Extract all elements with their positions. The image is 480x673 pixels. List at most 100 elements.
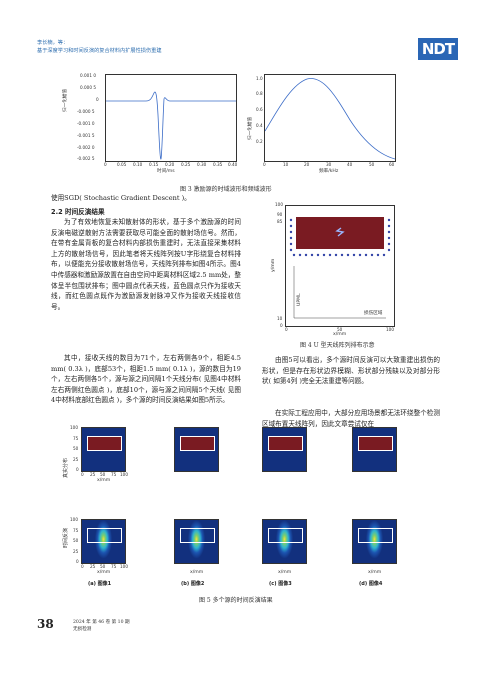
ytick: 0.001 0 (80, 73, 96, 78)
xtick: 0 (81, 564, 84, 569)
xtick: 0.20 (165, 162, 175, 167)
xtick: 100 (386, 327, 394, 332)
fig4-caption: 图 4 U 型天线阵列排布示意 (300, 342, 375, 349)
ytick: 100 (70, 425, 78, 430)
upml-label: UPML (297, 293, 302, 306)
heatmap-reversal-1 (81, 519, 126, 564)
header-title: 基于深度学习和时间反演的复合材料内扩展性损伤重建 (37, 48, 162, 54)
ytick: 25 (73, 457, 79, 462)
xtick: 40 (347, 162, 353, 167)
ytick: 0.000 5 (80, 85, 96, 90)
ytick: 100 (275, 202, 283, 207)
paragraph-engineering: 在实际工程应用中，大部分应用场景都无法环绕整个检测区域布置天线阵列，因此文章尝试… (262, 409, 440, 428)
sublabel-d: (d) 图像4 (359, 581, 383, 587)
xlabel: x/mm (190, 570, 204, 575)
xtick: 50 (100, 564, 106, 569)
xtick: 75 (111, 564, 117, 569)
xtick: 0 (285, 327, 288, 332)
xtick: 0.10 (133, 162, 143, 167)
xtick: 20 (304, 162, 310, 167)
xtick: 50 (337, 327, 343, 332)
xlabel: x/mm (97, 478, 111, 483)
legend-damage-region: 损伤区域 (364, 311, 383, 316)
paragraph-result-analysis: 由图5可以看出，多个源时间反演可以大致重建出损伤的形状，但是存在形状边界模糊、形… (262, 356, 440, 386)
ytick: 0 (76, 467, 79, 472)
ytick: 90 (277, 212, 283, 217)
xtick: 0.30 (197, 162, 207, 167)
xtick: 10 (283, 162, 289, 167)
ytick: -0.001 5 (77, 133, 95, 138)
xtick: 50 (369, 162, 375, 167)
xlabel: x/mm (278, 570, 292, 575)
xtick: 0 (81, 472, 84, 477)
time-waveform (106, 91, 236, 160)
fig4-xlabel: x/mm (333, 332, 347, 337)
ytick: 0.2 (256, 139, 263, 144)
xtick: 25 (90, 472, 96, 477)
page-number: 38 (37, 617, 54, 631)
xtick: 25 (90, 564, 96, 569)
heatmap-true-3 (262, 427, 307, 472)
heatmap-reversal-4 (352, 519, 397, 564)
sublabel-b: (b) 图像2 (181, 581, 205, 587)
freq-spectrum (265, 78, 395, 160)
row-label-true: 真实分布 (63, 457, 69, 478)
xtick: 0 (104, 162, 107, 167)
fig4-ylabel: y/mm (271, 258, 276, 272)
fig3-right-ylabel: 归一化幅值 (248, 117, 253, 140)
xtick: 75 (111, 472, 117, 477)
ytick: 0 (96, 97, 99, 102)
ytick: 50 (73, 446, 79, 451)
xtick: 100 (120, 472, 128, 477)
ytick: 75 (73, 528, 79, 533)
xlabel: x/mm (97, 570, 111, 575)
ytick: 0 (280, 323, 283, 328)
footer-issue: 2024 年 第 46 卷 第 10 期 (73, 620, 130, 625)
heatmap-true-4 (352, 427, 397, 472)
xtick: 0 (263, 162, 266, 167)
header-authors: 李长楠，等： (37, 40, 69, 46)
heatmap-true-1 (81, 427, 126, 472)
section-heading: 2.2 时间反演结果 (51, 208, 105, 216)
paragraph-sgd: 使用SGD( Stochastic Gradient Descent )。 (51, 194, 191, 202)
fig3-left-xlabel: 时间/ms (157, 169, 175, 174)
ytick: 75 (73, 436, 79, 441)
journal-logo: NDT (418, 38, 458, 60)
footer-journal: 无损检测 (73, 627, 92, 632)
fig3-left-frame (105, 74, 237, 162)
xtick: 0.40 (228, 162, 238, 167)
ytick: 50 (73, 538, 79, 543)
ytick: 1.0 (256, 76, 263, 81)
fig3-right-xlabel: 频率/kHz (319, 169, 339, 174)
ytick: 100 (70, 517, 78, 522)
antenna-dots (289, 218, 391, 319)
fig3-left-ylabel: 归一化幅值 (63, 89, 68, 112)
xtick: 0.15 (149, 162, 159, 167)
xtick: 50 (100, 472, 106, 477)
xtick: 30 (326, 162, 332, 167)
xlabel: x/mm (368, 570, 382, 575)
xtick: 0.35 (213, 162, 223, 167)
xtick: 0.05 (117, 162, 127, 167)
ytick: 0.6 (256, 107, 263, 112)
xtick: 60 (389, 162, 395, 167)
ytick: -0.000 5 (77, 109, 95, 114)
material-region (296, 217, 384, 249)
ytick: -0.002 5 (77, 156, 95, 161)
running-header: 李长楠，等： 基于深度学习和时间反演的复合材料内扩展性损伤重建 (37, 39, 162, 55)
ytick: -0.002 0 (77, 145, 95, 150)
sublabel-a: (a) 图像1 (88, 581, 112, 587)
ytick: 25 (73, 549, 79, 554)
ytick: -0.001 0 (77, 121, 95, 126)
ytick: 0.8 (256, 91, 263, 96)
ytick: 10 (277, 316, 283, 321)
paragraph-antenna-layout: 为了有效地恢复未知散射体的形状，基于多个激励源的时间反演电磁逆散射方法需要获取尽… (51, 218, 241, 311)
heatmap-reversal-3 (262, 519, 307, 564)
fig5-caption: 图 5 多个源的时间反演结果 (199, 597, 273, 604)
ytick: 0.4 (256, 123, 263, 128)
xtick: 0.25 (181, 162, 191, 167)
row-label-reversal: 时间反演 (63, 527, 69, 548)
sublabel-c: (c) 图像3 (269, 581, 292, 587)
ytick: 85 (277, 219, 283, 224)
fig3-caption: 图 3 激励源的时域波形和频域波形 (180, 186, 272, 193)
